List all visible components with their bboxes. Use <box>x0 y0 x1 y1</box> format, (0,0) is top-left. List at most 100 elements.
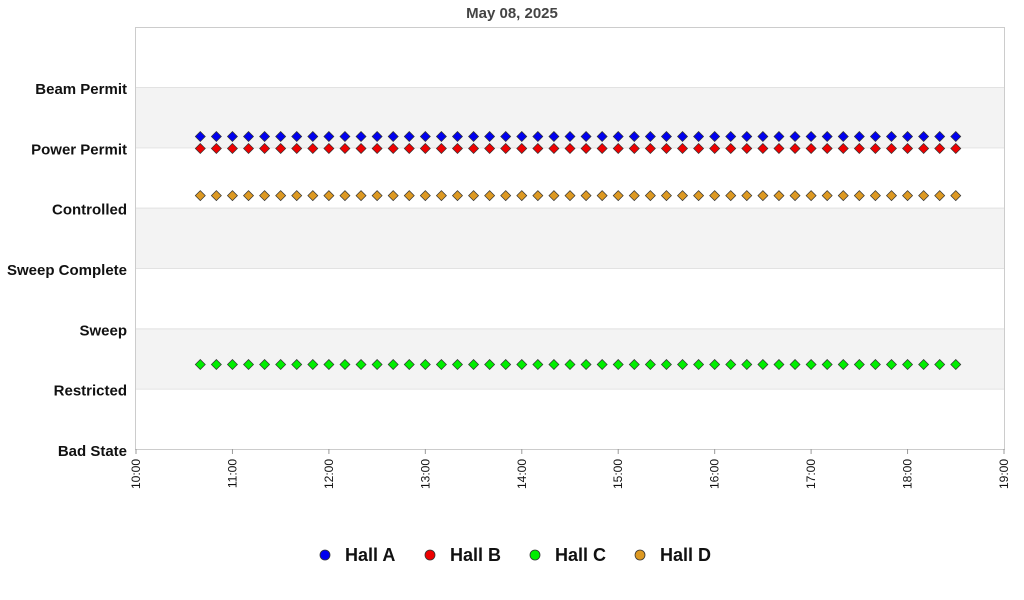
chart-title: May 08, 2025 <box>466 5 558 22</box>
data-point-hall-a <box>387 130 399 142</box>
data-point-hall-c <box>612 359 624 371</box>
data-point-hall-d <box>596 190 608 202</box>
data-point-hall-a <box>741 130 753 142</box>
data-point-hall-b <box>532 143 544 155</box>
data-point-hall-b <box>243 143 255 155</box>
data-point-hall-d <box>435 190 447 202</box>
data-point-hall-a <box>902 130 914 142</box>
x-tick-label: 12:00 <box>322 459 336 489</box>
data-point-hall-a <box>677 130 689 142</box>
data-point-hall-c <box>741 359 753 371</box>
data-point-hall-b <box>371 143 383 155</box>
data-point-hall-c <box>468 359 480 371</box>
data-point-hall-b <box>853 143 865 155</box>
data-point-hall-a <box>628 130 640 142</box>
x-tick-label: 13:00 <box>418 459 432 489</box>
data-point-hall-c <box>548 359 560 371</box>
data-point-hall-d <box>693 190 705 202</box>
data-point-hall-b <box>451 143 463 155</box>
data-point-hall-c <box>259 359 271 371</box>
data-point-hall-c <box>355 359 367 371</box>
y-tick-label: Controlled <box>52 202 127 219</box>
data-point-hall-d <box>837 190 849 202</box>
x-tick-label: 15:00 <box>611 459 625 489</box>
data-point-hall-a <box>435 130 447 142</box>
data-point-hall-a <box>773 130 785 142</box>
data-point-hall-a <box>532 130 544 142</box>
legend: Hall A Hall B Hall C Hall D <box>319 545 711 565</box>
data-point-hall-d <box>853 190 865 202</box>
data-point-hall-d <box>789 190 801 202</box>
data-point-hall-d <box>532 190 544 202</box>
data-point-hall-b <box>644 143 656 155</box>
data-point-hall-a <box>339 130 351 142</box>
data-point-hall-b <box>885 143 897 155</box>
data-point-hall-c <box>837 359 849 371</box>
data-point-hall-c <box>869 359 881 371</box>
y-tick-label: Sweep Complete <box>7 262 127 279</box>
data-point-hall-d <box>918 190 930 202</box>
data-point-hall-d <box>226 190 238 202</box>
data-point-hall-a <box>291 130 303 142</box>
data-point-hall-d <box>210 190 222 202</box>
data-point-hall-b <box>259 143 271 155</box>
data-point-hall-c <box>371 359 383 371</box>
data-point-hall-d <box>500 190 512 202</box>
data-point-hall-b <box>194 143 206 155</box>
data-point-hall-c <box>853 359 865 371</box>
data-point-hall-c <box>307 359 319 371</box>
data-point-hall-b <box>580 143 592 155</box>
data-point-hall-a <box>644 130 656 142</box>
data-point-hall-c <box>596 359 608 371</box>
data-point-hall-d <box>741 190 753 202</box>
data-point-hall-d <box>869 190 881 202</box>
data-point-hall-a <box>484 130 496 142</box>
data-point-hall-c <box>419 359 431 371</box>
data-point-hall-b <box>275 143 287 155</box>
data-point-hall-c <box>243 359 255 371</box>
data-point-hall-c <box>885 359 897 371</box>
data-point-hall-d <box>371 190 383 202</box>
data-point-hall-d <box>339 190 351 202</box>
y-axis-labels: Bad State Restricted Sweep Sweep Complete Co… <box>7 81 127 460</box>
data-point-hall-d <box>419 190 431 202</box>
x-tick-label: 18:00 <box>901 459 915 489</box>
data-point-hall-a <box>355 130 367 142</box>
plot-frame <box>135 27 1005 450</box>
data-point-hall-d <box>275 190 287 202</box>
data-point-hall-b <box>821 143 833 155</box>
x-tick-label: 17:00 <box>804 459 818 489</box>
data-point-hall-d <box>821 190 833 202</box>
data-point-hall-c <box>709 359 721 371</box>
data-point-hall-a <box>451 130 463 142</box>
data-point-hall-a <box>853 130 865 142</box>
data-point-hall-a <box>725 130 737 142</box>
data-point-hall-b <box>210 143 222 155</box>
data-point-hall-d <box>194 190 206 202</box>
data-point-hall-b <box>339 143 351 155</box>
data-point-hall-a <box>789 130 801 142</box>
data-point-hall-a <box>709 130 721 142</box>
data-point-hall-b <box>403 143 415 155</box>
data-point-hall-d <box>323 190 335 202</box>
data-point-hall-d <box>307 190 319 202</box>
data-point-hall-b <box>628 143 640 155</box>
legend-marker-hall-b <box>424 549 436 561</box>
data-point-hall-d <box>355 190 367 202</box>
data-point-hall-b <box>226 143 238 155</box>
data-point-hall-b <box>837 143 849 155</box>
data-point-hall-c <box>516 359 528 371</box>
data-point-hall-c <box>773 359 785 371</box>
data-point-hall-a <box>226 130 238 142</box>
data-point-hall-d <box>773 190 785 202</box>
data-point-hall-c <box>226 359 238 371</box>
y-tick-label: Restricted <box>54 383 127 400</box>
data-point-hall-b <box>757 143 769 155</box>
data-point-hall-d <box>468 190 480 202</box>
data-point-hall-c <box>532 359 544 371</box>
x-tick-label: 10:00 <box>129 459 143 489</box>
data-point-hall-b <box>918 143 930 155</box>
data-point-hall-c <box>677 359 689 371</box>
data-point-hall-d <box>516 190 528 202</box>
